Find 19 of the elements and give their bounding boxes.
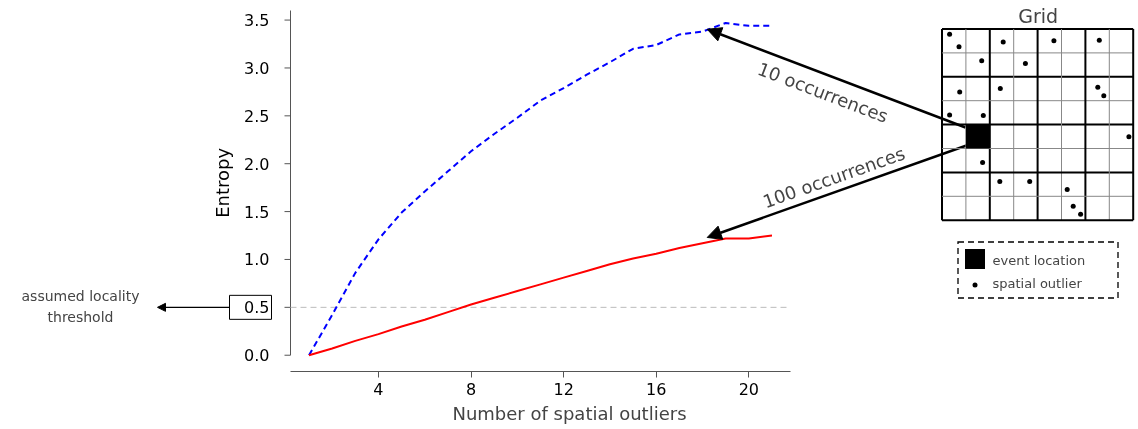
text: Grid xyxy=(1018,4,1059,27)
y-tick-label: 1.0 xyxy=(244,250,270,270)
y-tick-label: 0.5 xyxy=(244,298,270,318)
x-tick-label: 12 xyxy=(553,379,574,399)
x-tick-label: 4 xyxy=(373,379,384,399)
y-tick-label: 3.0 xyxy=(244,58,270,78)
y-axis-title: Entropy xyxy=(212,147,233,218)
y-tick-label: 1.5 xyxy=(244,202,270,222)
y-tick-label: 3.5 xyxy=(244,11,270,31)
y-tick-label: 0.0 xyxy=(244,346,270,366)
text: spatial outlier xyxy=(992,276,1083,291)
y-tick-label: 2.5 xyxy=(244,106,270,126)
text: assumed locality threshold xyxy=(21,288,140,326)
x-axis-title: Number of spatial outliers xyxy=(452,402,687,424)
y-tick-label: 2.0 xyxy=(244,154,270,174)
x-tick-label: 8 xyxy=(465,379,477,399)
x-tick-label: 16 xyxy=(646,379,667,399)
text: event location xyxy=(992,253,1086,268)
x-tick-label: 20 xyxy=(738,379,760,399)
